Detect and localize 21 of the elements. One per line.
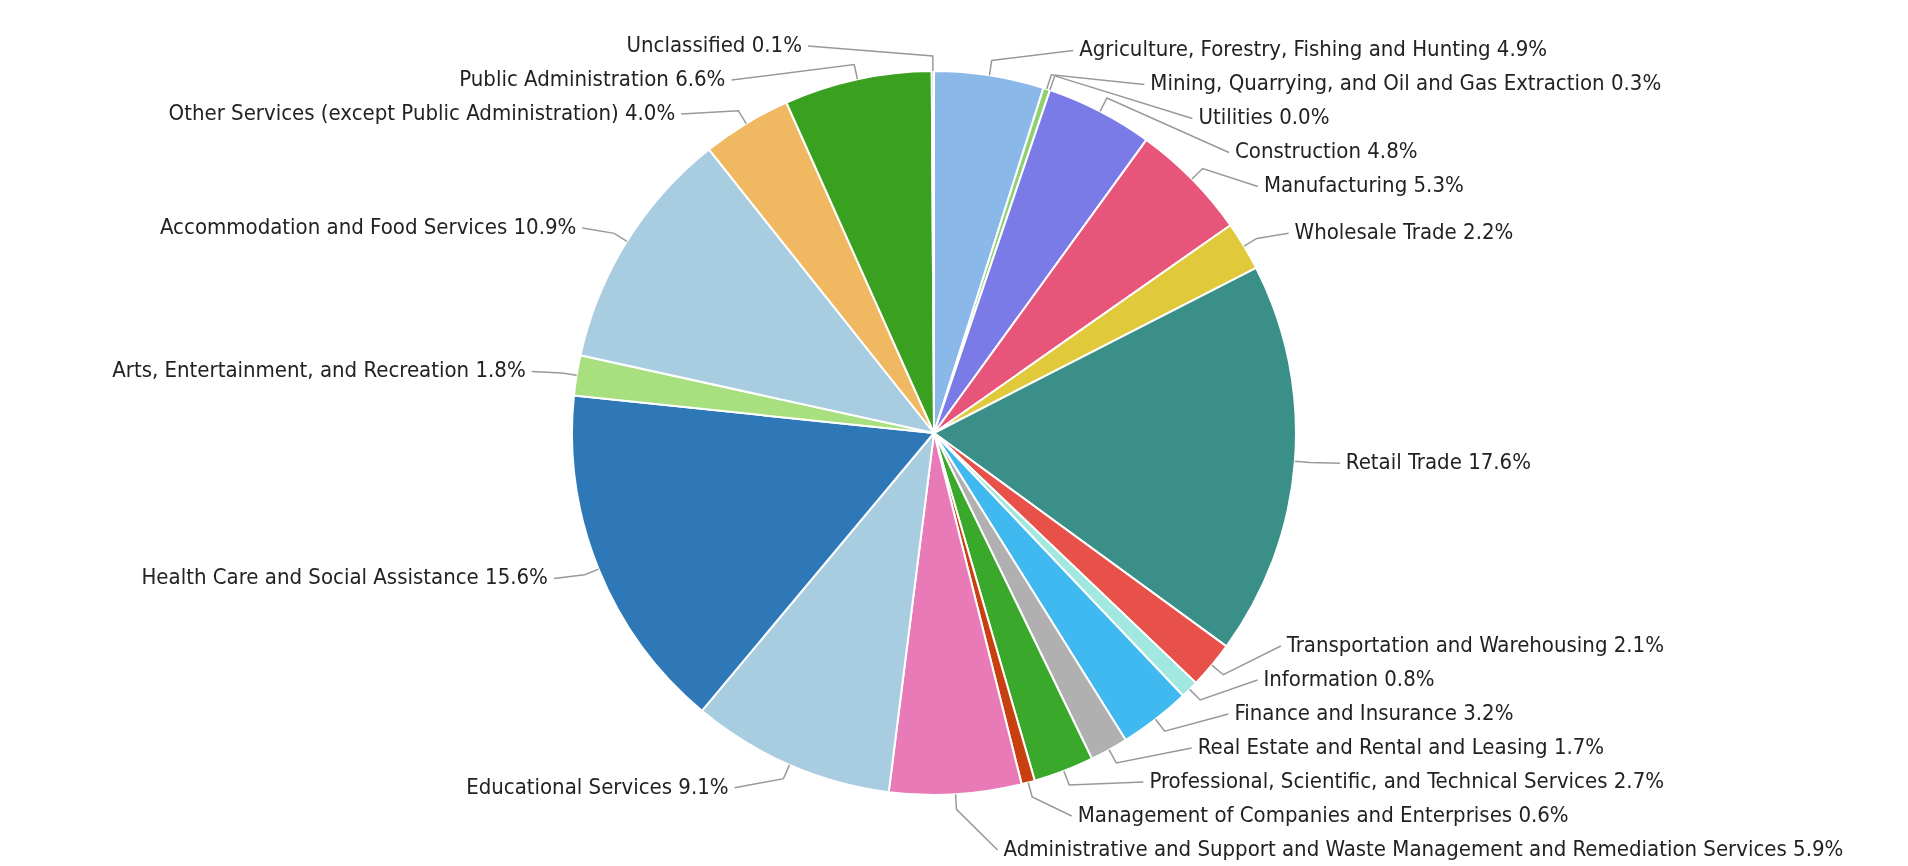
slice-label: Other Services (except Public Administration) 4.0% [168,99,676,125]
slice-label: Finance and Insurance 3.2% [1234,699,1514,725]
slice-label: Manufacturing 5.3% [1263,172,1464,198]
slice-label: Administrative and Support and Waste Management and Remediation Services 5.9% [1003,835,1844,861]
slice-label: Professional, Scientific, and Technical Services 2.7% [1149,767,1665,793]
slice-label: Public Administration 6.6% [459,65,726,91]
slice-label: Real Estate and Rental and Leasing 1.7% [1197,733,1605,759]
category-label: Utilities 0.0% [1198,104,1330,130]
slice-label: Information 0.8% [1263,665,1435,691]
slice-label: Transportation and Warehousing 2.1% [1285,631,1665,657]
slice-label: Health Care and Social Assistance 15.6% [141,564,548,590]
slice-label: Unclassified 0.1% [626,31,802,57]
slice-label: Wholesale Trade 2.2% [1294,218,1514,244]
slice-label: Accommodation and Food Services 10.9% [159,213,577,239]
slice-label: Construction 4.8% [1234,138,1418,164]
slice-label: Mining, Quarrying, and Oil and Gas Extraction 0.3% [1150,70,1662,96]
slice-label: Retail Trade 17.6% [1345,449,1531,475]
slice-label: Arts, Entertainment, and Recreation 1.8% [112,357,526,383]
slice-label: Educational Services 9.1% [466,773,729,799]
slice-label: Management of Companies and Enterprises 0.6% [1077,801,1569,827]
slice-label: Agriculture, Forestry, Fishing and Hunting 4.9% [1079,36,1548,62]
